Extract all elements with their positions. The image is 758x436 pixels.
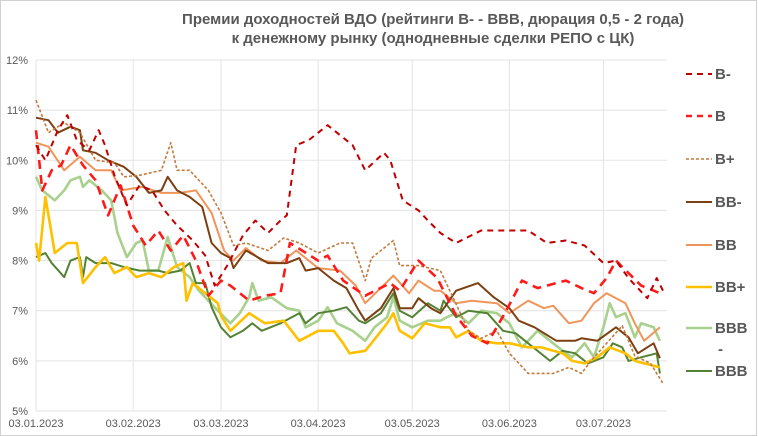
y-tick-label: 10% [6,155,28,167]
series-line-BBB- [34,175,662,359]
y-tick-label: 7% [12,306,28,318]
y-tick-label: 9% [12,205,28,217]
y-tick-label: 11% [7,105,28,117]
x-tick-label: 03.05.2023 [385,418,440,430]
legend-label: B+ [715,151,735,168]
series-line-BB+ [34,195,661,369]
legend-label: BB [715,237,737,254]
x-tick-label: 03.07.2023 [576,418,631,430]
legend-label: BB+ [715,279,746,296]
x-tick-label: 03.01.2023 [8,418,63,430]
legend-label: BBB [715,363,748,380]
y-tick-label: 5% [12,406,28,418]
x-tick-label: 03.04.2023 [291,418,346,430]
x-tick-label: 03.03.2023 [193,418,248,430]
series-line-B+ [35,99,664,384]
y-axis-ticks: 5% 6% 7% 8% 9% 10% 11% 12% [6,55,28,418]
legend-label: BBB [715,320,748,337]
y-tick-label: 8% [12,256,28,268]
series-line-B [34,130,661,345]
chart-title-line-1: Премии доходностей ВДО (рейтинги В- - ВВ… [182,11,684,28]
legend-item-B: B [686,108,726,125]
series-line-B- [35,114,664,300]
legend-label-wrap: - [718,341,723,358]
y-tick-label: 12% [6,55,28,67]
series-line-BB- [35,116,661,359]
legend-item-B+: B+ [686,151,735,168]
series-lines [34,99,664,384]
legend-item-BB-: BB- [686,194,742,211]
x-tick-label: 03.02.2023 [106,418,161,430]
legend-item-BB: BB [686,237,737,254]
legend-item-BBB: BBB [686,363,748,380]
legend-label: BB- [715,194,742,211]
y-tick-label: 6% [12,356,28,368]
legend-label: B- [715,66,731,83]
chart-title-line-2: к денежному рынку (однодневные сделки РЕ… [232,30,635,47]
x-tick-label: 03.06.2023 [482,418,537,430]
x-axis-ticks: 03.01.2023 03.02.2023 03.03.2023 03.04.2023… [8,418,630,430]
legend-label: B [715,108,726,125]
legend-item-B-: B- [686,66,731,83]
legend-item-BB+: BB+ [686,279,746,296]
legend-item-BBB-: BBB - [686,320,748,358]
